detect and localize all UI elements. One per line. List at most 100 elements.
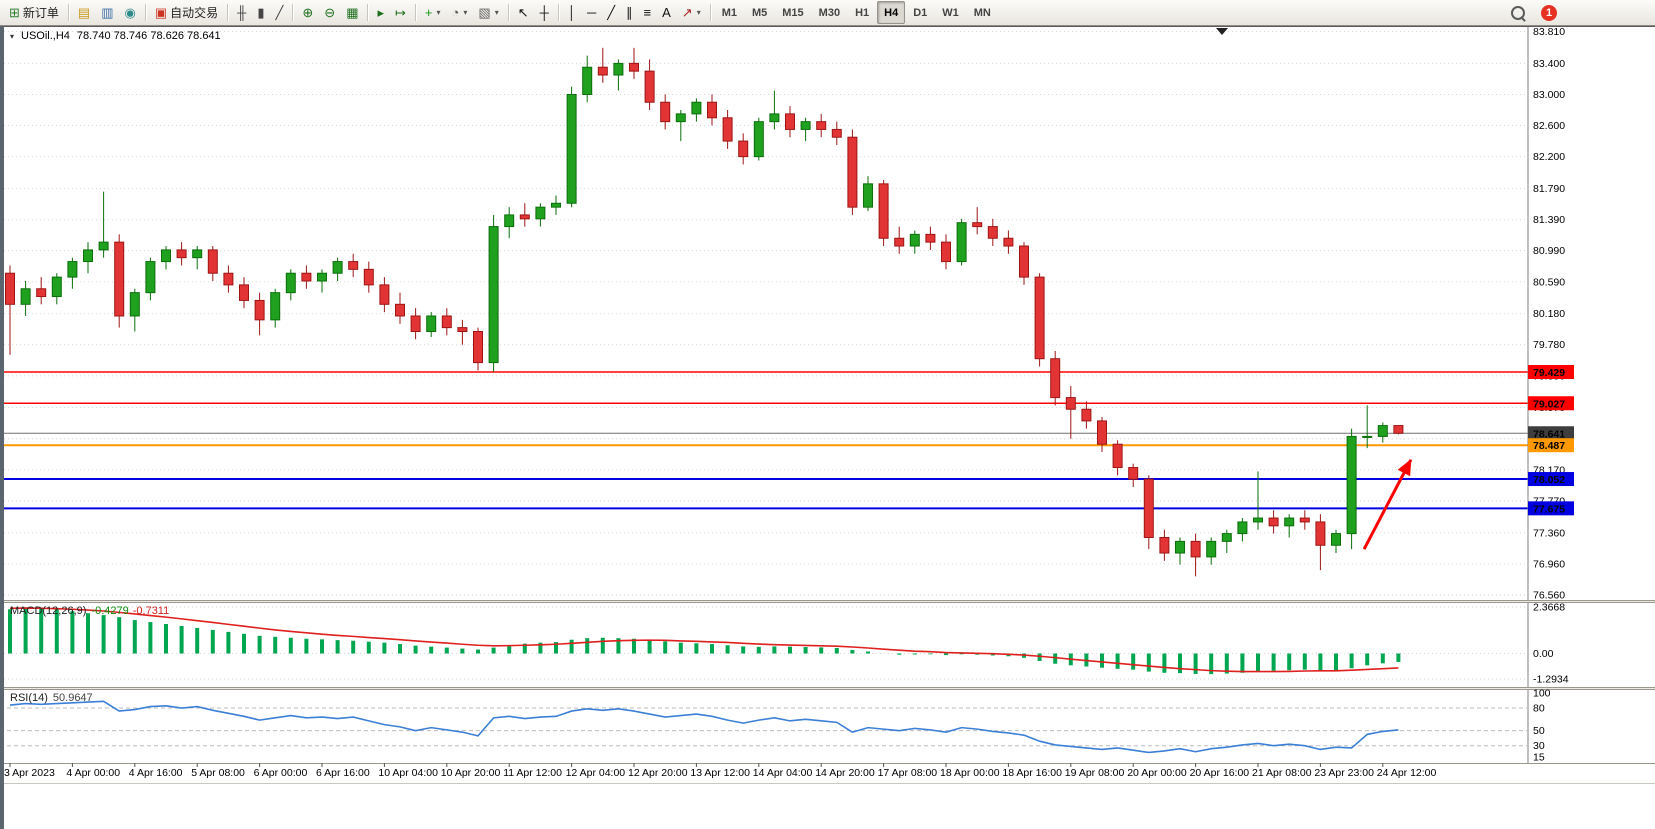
svg-text:-1.2934: -1.2934 [1533,673,1569,685]
zoom-out-button[interactable]: ⊖ [319,1,340,24]
svg-text:78.487: 78.487 [1533,440,1565,452]
navigator-icon: ◉ [124,5,136,20]
macd-name: MACD(12,26,9) [10,605,87,617]
vertical-line-icon: │ [567,5,576,20]
macd-signal-line [9,607,1399,673]
arrows-button[interactable]: ↗ ▾ [677,1,706,24]
svg-text:15: 15 [1533,751,1545,763]
svg-text:82.600: 82.600 [1533,120,1565,132]
toolbar-separator [227,4,229,21]
svg-text:4 Apr 16:00: 4 Apr 16:00 [129,767,183,779]
svg-text:80.990: 80.990 [1533,245,1565,257]
fibonacci-button[interactable]: ≡ [639,1,657,24]
vertical-line-button[interactable]: │ [563,1,581,24]
svg-text:21 Apr 08:00: 21 Apr 08:00 [1252,767,1312,779]
price-grid [0,31,1528,596]
market-watch-button[interactable]: ▤ [73,1,95,24]
svg-text:83.810: 83.810 [1533,26,1565,38]
svg-text:80.180: 80.180 [1533,308,1565,320]
svg-text:19 Apr 08:00: 19 Apr 08:00 [1065,767,1125,779]
fibonacci-icon: ≡ [643,5,652,20]
symbol-period-label: USOil.,H4 [21,30,70,42]
svg-text:0.00: 0.00 [1533,648,1554,660]
trendline-icon: ╱ [607,5,616,20]
periods-button[interactable]: ◔ ▾ [447,1,473,24]
chart-shift-marker[interactable] [1216,28,1228,35]
chart-canvas[interactable]: 83.810 83.400 83.000 82.600 82.200 81.790 81.3… [0,26,1655,829]
time-axis[interactable]: 3 Apr 2023 4 Apr 00:00 4 Apr 16:00 5 Apr 08… [4,763,1437,779]
auto-trading-button[interactable]: ▣ 自动交易 [150,1,223,24]
macd-main-value: -0.4279 [91,605,129,617]
tile-windows-icon: ▦ [346,5,359,20]
channel-icon: ∥ [626,5,633,20]
horizontal-line-button[interactable]: ─ [582,1,601,24]
one-click-trading-toggle-icon[interactable]: ▾ [10,31,15,41]
svg-text:76.560: 76.560 [1533,589,1565,601]
svg-text:11 Apr 12:00: 11 Apr 12:00 [503,767,562,779]
text-label-button[interactable]: A [657,1,676,24]
chart-shift-button[interactable]: ↦ [390,1,411,24]
zoom-in-icon: ⊕ [302,5,314,20]
trend-arrow-annotation[interactable] [1362,458,1413,550]
indicators-icon: + [424,5,433,20]
trendline-button[interactable]: ╱ [602,1,620,24]
svg-text:17 Apr 08:00: 17 Apr 08:00 [878,767,938,779]
svg-text:14 Apr 04:00: 14 Apr 04:00 [753,767,813,779]
timeframe-w1[interactable]: W1 [942,6,959,19]
svg-text:83.000: 83.000 [1533,89,1565,101]
svg-text:13 Apr 12:00: 13 Apr 12:00 [690,767,750,779]
svg-text:79.429: 79.429 [1533,367,1565,379]
svg-text:77.675: 77.675 [1533,503,1565,515]
data-window-button[interactable]: ▥ [96,1,118,24]
timeframe-d1[interactable]: D1 [913,6,928,19]
timeframe-h1[interactable]: H1 [855,6,870,19]
timeframe-mn[interactable]: MN [973,6,991,19]
timeframe-m1[interactable]: M1 [721,6,737,19]
window-left-edge [0,26,4,829]
bar-chart-button[interactable]: ╫ [232,1,251,24]
toolbar-separator [709,4,711,21]
svg-text:24 Apr 12:00: 24 Apr 12:00 [1377,767,1437,779]
templates-icon: ▧ [478,5,491,20]
clock-icon: ◔ [451,5,460,20]
text-icon: A [662,5,671,20]
navigator-button[interactable]: ◉ [120,1,141,24]
svg-text:30: 30 [1533,740,1545,752]
candlestick-chart-button[interactable]: ▮ [252,1,269,24]
notification-badge[interactable]: 1 [1541,4,1557,21]
cursor-icon: ↖ [517,5,529,20]
channel-button[interactable]: ∥ [621,1,638,24]
macd-indicator-label: MACD(12,26,9) -0.4279 -0.7311 [10,605,169,617]
timeframe-m15[interactable]: M15 [782,6,804,19]
timeframe-m5[interactable]: M5 [751,6,768,19]
pivot-line-orange-tag [1528,438,1574,453]
indicators-button[interactable]: + ▾ [420,1,446,24]
crosshair-button[interactable]: ┼ [535,1,554,24]
dropdown-caret-icon: ▾ [696,8,701,17]
timeframe-m30[interactable]: M30 [818,6,841,19]
line-chart-button[interactable]: ╱ [271,1,289,24]
svg-text:76.960: 76.960 [1533,558,1565,570]
new-order-button[interactable]: ⊞ 新订单 [4,1,64,24]
zoom-in-button[interactable]: ⊕ [297,1,318,24]
cursor-button[interactable]: ↖ [513,1,534,24]
rsi-indicator-label: RSI(14) 50.9647 [10,692,93,704]
tile-windows-button[interactable]: ▦ [341,1,363,24]
svg-text:14 Apr 20:00: 14 Apr 20:00 [815,767,875,779]
autotrading-icon: ▣ [154,5,168,20]
templates-button[interactable]: ▧ ▾ [473,1,503,24]
timeframe-h4[interactable]: H4 [877,1,906,24]
svg-text:23 Apr 23:00: 23 Apr 23:00 [1314,767,1374,779]
svg-text:78.641: 78.641 [1533,428,1565,440]
rsi-value: 50.9647 [52,692,93,704]
svg-text:100: 100 [1533,688,1551,700]
auto-scroll-button[interactable]: ▸ [372,1,389,24]
svg-text:12 Apr 20:00: 12 Apr 20:00 [628,767,688,779]
search-icon[interactable] [1511,5,1525,20]
main-toolbar: ⊞ 新订单 ▤ ▥ ◉ ▣ 自动交易 ╫ ▮ ╱ ⊕ ⊖ ▦ ▸ ↦ + ▾ ◔ ▾ ▧ ▾ ↖ ┼ │ ─ ╱ ∥ ≡ A ↗ ▾ M1 M5… [0,0,1655,26]
macd-signal-value: -0.7311 [132,605,170,617]
new-order-button-label: 新订单 [22,6,59,20]
horizontal-line-icon: ─ [586,5,597,20]
support-line-2-tag [1528,501,1574,516]
